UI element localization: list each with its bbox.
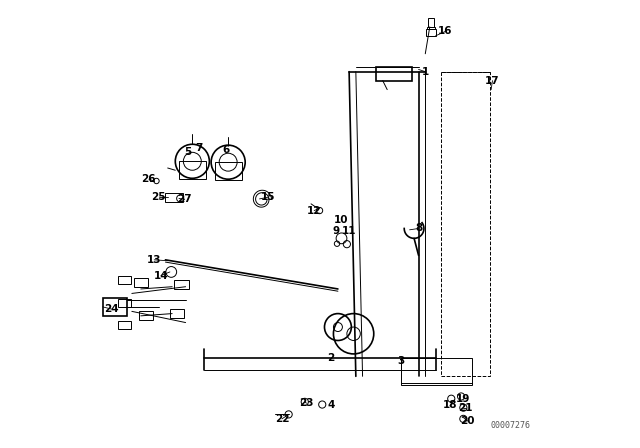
Text: 15: 15	[261, 192, 276, 202]
Text: 7: 7	[195, 143, 203, 153]
Text: 5: 5	[184, 147, 191, 157]
Text: 20: 20	[461, 416, 475, 426]
Bar	[118, 321, 131, 329]
Text: 10: 10	[334, 215, 349, 224]
Bar	[174, 280, 189, 289]
Bar	[139, 311, 153, 320]
Text: 12: 12	[307, 206, 321, 215]
Text: 25: 25	[152, 192, 166, 202]
Text: 24: 24	[104, 304, 119, 314]
Bar	[215, 162, 242, 180]
Text: 14: 14	[154, 271, 168, 280]
Bar	[427, 27, 435, 29]
Bar	[134, 278, 148, 287]
Text: 27: 27	[177, 194, 192, 204]
Text: 2: 2	[328, 353, 335, 363]
Bar	[165, 193, 184, 202]
Text: 6: 6	[222, 145, 230, 155]
Bar	[441, 72, 490, 376]
Text: 21: 21	[458, 403, 473, 413]
Bar	[401, 358, 472, 385]
Text: 11: 11	[342, 226, 356, 236]
Bar	[428, 18, 435, 27]
Text: 19: 19	[456, 394, 470, 404]
Text: 1: 1	[422, 67, 429, 77]
Bar	[118, 276, 131, 284]
Bar	[103, 298, 127, 316]
Text: 4: 4	[328, 401, 335, 410]
Bar	[426, 29, 436, 36]
Text: 23: 23	[300, 398, 314, 408]
Text: 9: 9	[332, 226, 339, 236]
Text: 26: 26	[141, 174, 156, 184]
Text: 18: 18	[443, 401, 457, 410]
Text: 22: 22	[275, 414, 289, 424]
Text: 00007276: 00007276	[490, 421, 531, 430]
Bar	[118, 299, 131, 307]
Text: 16: 16	[438, 26, 452, 36]
Text: 17: 17	[485, 76, 500, 86]
Bar	[376, 67, 412, 81]
Text: 13: 13	[147, 255, 161, 265]
Text: 3: 3	[397, 356, 404, 366]
Bar	[170, 309, 184, 318]
Bar	[179, 161, 206, 179]
Text: 8: 8	[415, 224, 422, 233]
